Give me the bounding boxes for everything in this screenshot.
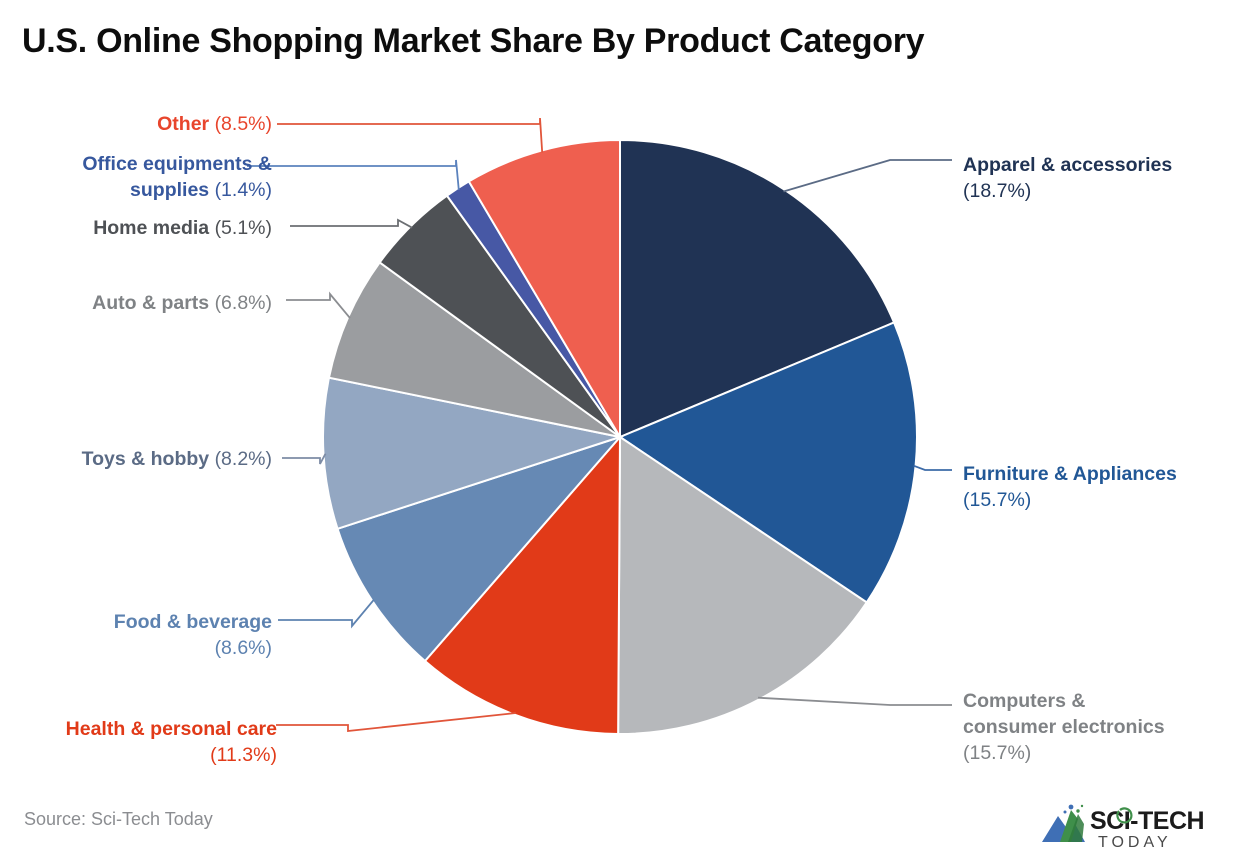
callout-label: Other bbox=[157, 113, 210, 135]
pie-slices bbox=[322, 138, 918, 735]
leader-line bbox=[276, 712, 516, 733]
pie-slice bbox=[423, 434, 622, 735]
callout-percent: (1.4%) bbox=[214, 179, 272, 202]
callout-label: Auto & parts bbox=[92, 292, 210, 314]
pie-slice bbox=[619, 138, 896, 439]
callout-furniture-appliances: Furniture & Appliances (15.7%) bbox=[963, 461, 1177, 513]
callout-percent: (8.5%) bbox=[214, 113, 272, 135]
logo-mark-icon bbox=[1042, 804, 1085, 842]
leader-lines bbox=[247, 117, 952, 733]
pie-slice bbox=[322, 376, 624, 531]
callout-percent: (11.3%) bbox=[210, 744, 277, 767]
callout-health-personal-care: Health & personal care (11.3%) bbox=[66, 716, 277, 768]
callout-label: Toys & hobby bbox=[81, 448, 210, 470]
callout-other: Other (8.5%) bbox=[157, 111, 272, 137]
leader-line bbox=[913, 464, 952, 471]
page-title: U.S. Online Shopping Market Share By Pro… bbox=[22, 22, 925, 60]
callout-label-cont: consumer electronics bbox=[963, 716, 1165, 739]
pie-slice bbox=[617, 435, 869, 735]
callout-percent: (15.7%) bbox=[963, 742, 1032, 765]
leader-line bbox=[282, 453, 327, 465]
leader-line bbox=[757, 696, 952, 706]
callout-percent: (8.6%) bbox=[214, 637, 272, 660]
logo-subwordmark: TODAY bbox=[1098, 834, 1172, 851]
leader-line bbox=[277, 117, 544, 153]
leader-line bbox=[783, 159, 952, 193]
callout-food-beverage: Food & beverage (8.6%) bbox=[114, 609, 272, 661]
callout-label-cont: supplies bbox=[130, 179, 210, 202]
callout-home-media: Home media (5.1%) bbox=[93, 215, 272, 241]
leader-line bbox=[286, 291, 351, 319]
callout-apparel-accessories: Apparel & accessories (18.7%) bbox=[963, 152, 1172, 204]
callout-percent: (6.8%) bbox=[214, 292, 272, 314]
logo-wordmark: SCI-TECH bbox=[1090, 807, 1204, 835]
callout-percent: (15.7%) bbox=[963, 489, 1032, 512]
callout-computers-consumer-electronics: Computers & consumer electronics (15.7%) bbox=[963, 688, 1165, 766]
source-note: Source: Sci-Tech Today bbox=[24, 809, 213, 829]
callout-percent: (18.7%) bbox=[963, 180, 1032, 203]
callout-percent: (5.1%) bbox=[214, 217, 272, 239]
callout-auto-parts: Auto & parts (6.8%) bbox=[92, 290, 272, 316]
sci-tech-today-logo: SCI-TECH TODAY bbox=[1042, 804, 1205, 851]
callout-label: Food & beverage bbox=[113, 611, 272, 633]
callout-label: Furniture & Appliances bbox=[963, 463, 1177, 485]
leader-line bbox=[247, 159, 460, 190]
callout-label: Apparel & accessories bbox=[963, 154, 1173, 176]
callout-office-equipments-supplies: Office equipments & supplies (1.4%) bbox=[82, 151, 272, 203]
callout-label: Computers & bbox=[963, 690, 1086, 712]
callout-label: Health & personal care bbox=[65, 718, 277, 740]
callout-toys-hobby: Toys & hobby (8.2%) bbox=[82, 446, 272, 472]
callout-percent: (8.2%) bbox=[214, 448, 272, 470]
callout-label: Home media bbox=[93, 217, 210, 239]
leader-line bbox=[278, 599, 375, 629]
callout-label: Office equipments & bbox=[82, 153, 272, 175]
leader-line bbox=[290, 218, 413, 229]
